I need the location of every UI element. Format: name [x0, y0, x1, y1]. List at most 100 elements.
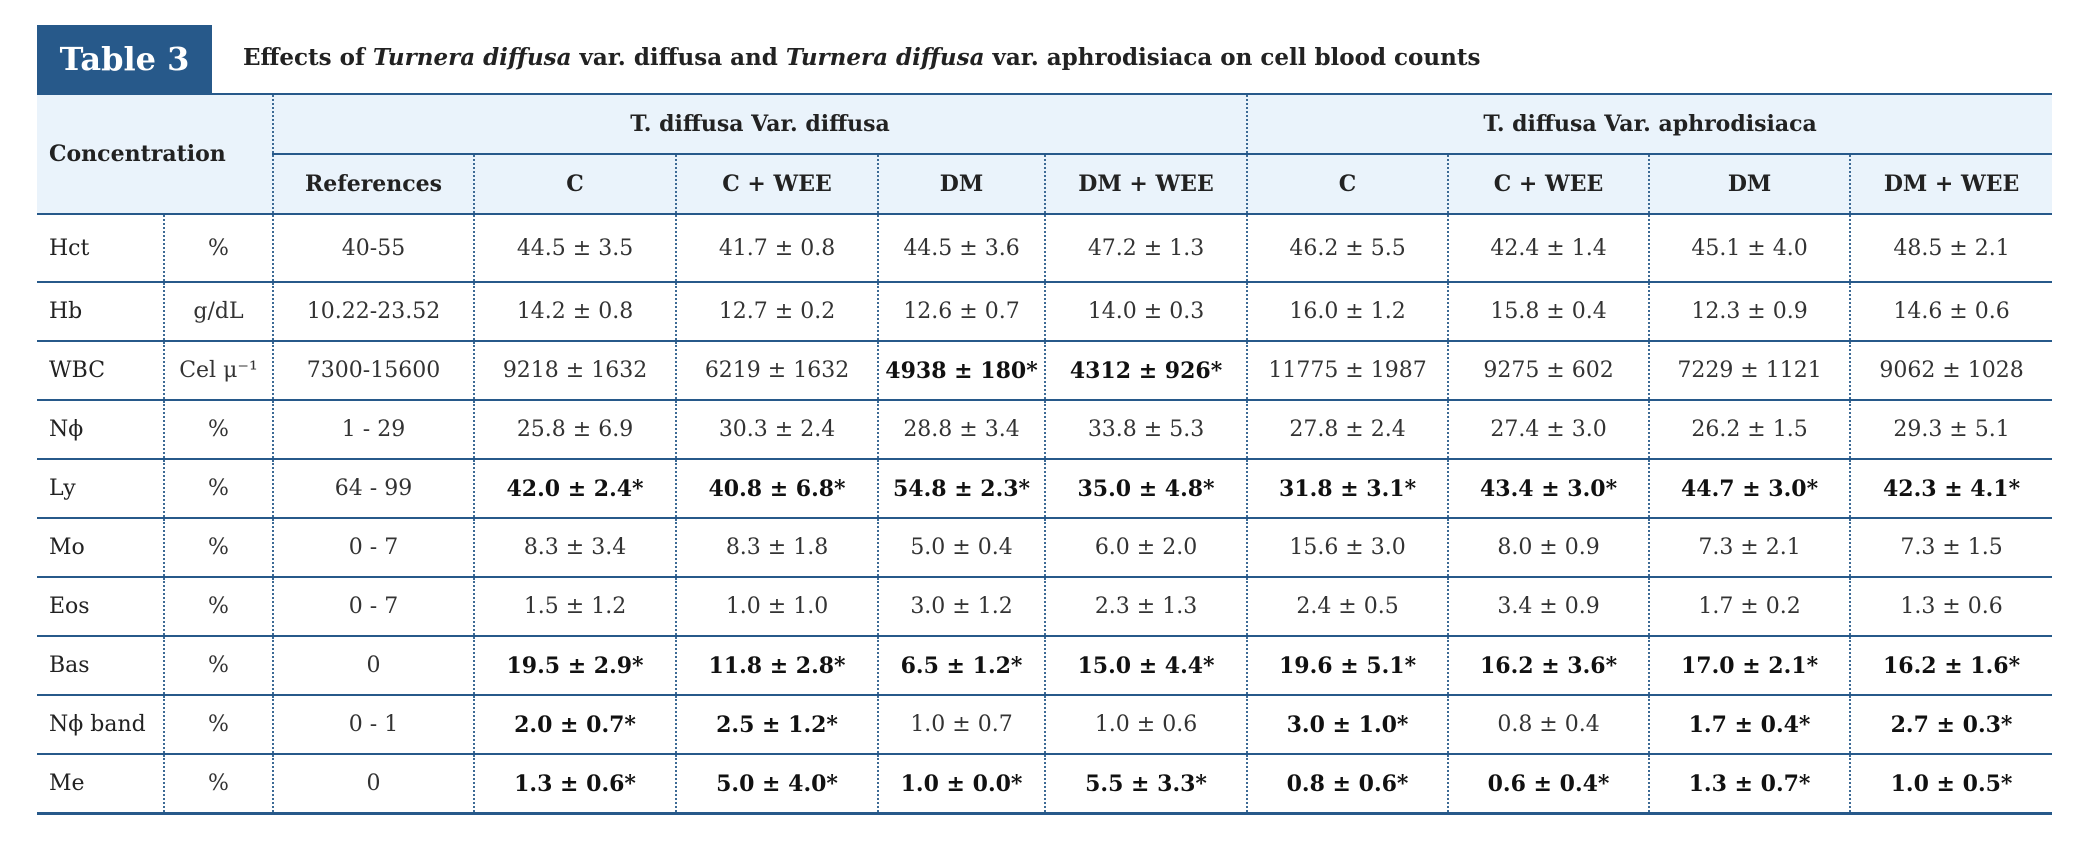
value-cell: 46.2 ± 5.5: [1246, 213, 1450, 283]
caption-species: Turnera diffusa: [372, 44, 572, 71]
value-cell: 19.6 ± 5.1*: [1246, 635, 1450, 696]
value-cell: 42.0 ± 2.4*: [473, 458, 678, 519]
reference-cell: 10.22-23.52: [272, 281, 476, 342]
value-cell: 19.5 ± 2.9*: [473, 635, 678, 696]
row-label: Me: [37, 753, 165, 815]
caption-text: var. diffusa and: [571, 44, 786, 71]
row-label: Nϕ: [37, 399, 165, 460]
value-cell: 41.7 ± 0.8: [675, 213, 880, 283]
reference-cell: 0 - 1: [272, 694, 476, 755]
value-cell: 12.7 ± 0.2: [675, 281, 880, 342]
value-cell: 1.0 ± 0.0*: [877, 753, 1047, 815]
value-cell: 1.3 ± 0.7*: [1648, 753, 1852, 815]
row-label: Nϕ band: [37, 694, 165, 755]
unit-cell: %: [162, 399, 275, 460]
value-cell: 17.0 ± 2.1*: [1648, 635, 1852, 696]
group-header: T. diffusa Var. aphrodisiaca: [1246, 93, 2053, 155]
value-cell: 7229 ± 1121: [1648, 340, 1852, 401]
value-cell: 2.4 ± 0.5: [1246, 576, 1450, 637]
column-header: DM: [877, 153, 1047, 215]
value-cell: 8.0 ± 0.9: [1447, 517, 1651, 578]
value-cell: 9062 ± 1028: [1849, 340, 2053, 401]
group-header: T. diffusa Var. diffusa: [272, 93, 1249, 155]
column-row: References C C + WEE DM DM + WEE C C + WEE DM DM…: [37, 153, 2053, 215]
value-cell: 11775 ± 1987: [1246, 340, 1450, 401]
unit-cell: %: [162, 213, 275, 283]
column-header: C + WEE: [675, 153, 880, 215]
value-cell: 44.5 ± 3.6: [877, 213, 1047, 283]
value-cell: 3.0 ± 1.0*: [1246, 694, 1450, 755]
value-cell: 16.2 ± 3.6*: [1447, 635, 1651, 696]
reference-cell: 7300-15600: [272, 340, 476, 401]
value-cell: 5.5 ± 3.3*: [1044, 753, 1249, 815]
value-cell: 42.4 ± 1.4: [1447, 213, 1651, 283]
value-cell: 30.3 ± 2.4: [675, 399, 880, 460]
value-cell: 48.5 ± 2.1: [1849, 213, 2053, 283]
group-row: Concentration T. diffusa Var. diffusa T.…: [37, 93, 2053, 215]
value-cell: 3.0 ± 1.2: [877, 576, 1047, 637]
value-cell: 11.8 ± 2.8*: [675, 635, 880, 696]
value-cell: 0.8 ± 0.6*: [1246, 753, 1450, 815]
row-label: Hb: [37, 281, 165, 342]
data-table: Concentration T. diffusa Var. diffusa T.…: [37, 93, 2053, 815]
value-cell: 9275 ± 602: [1447, 340, 1651, 401]
value-cell: 9218 ± 1632: [473, 340, 678, 401]
value-cell: 5.0 ± 4.0*: [675, 753, 880, 815]
unit-cell: %: [162, 458, 275, 519]
unit-cell: %: [162, 753, 275, 815]
value-cell: 2.5 ± 1.2*: [675, 694, 880, 755]
table-header: Concentration T. diffusa Var. diffusa T.…: [37, 93, 2053, 215]
value-cell: 0.8 ± 0.4: [1447, 694, 1651, 755]
value-cell: 33.8 ± 5.3: [1044, 399, 1249, 460]
unit-cell: g/dL: [162, 281, 275, 342]
value-cell: 42.3 ± 4.1*: [1849, 458, 2053, 519]
value-cell: 7.3 ± 1.5: [1849, 517, 2053, 578]
value-cell: 6.0 ± 2.0: [1044, 517, 1249, 578]
table-row: Mo% 0 - 7 8.3 ± 3.4 8.3 ± 1.8 5.0 ± 0.4 6.0 ±…: [37, 517, 2053, 578]
value-cell: 40.8 ± 6.8*: [675, 458, 880, 519]
table-row: Ly% 64 - 99 42.0 ± 2.4* 40.8 ± 6.8* 54.8 ± 2…: [37, 458, 2053, 519]
value-cell: 1.5 ± 1.2: [473, 576, 678, 637]
value-cell: 31.8 ± 3.1*: [1246, 458, 1450, 519]
unit-cell: %: [162, 576, 275, 637]
value-cell: 43.4 ± 3.0*: [1447, 458, 1651, 519]
column-header: DM + WEE: [1849, 153, 2053, 215]
value-cell: 25.8 ± 6.9: [473, 399, 678, 460]
value-cell: 26.2 ± 1.5: [1648, 399, 1852, 460]
value-cell: 16.2 ± 1.6*: [1849, 635, 2053, 696]
reference-cell: 0 - 7: [272, 517, 476, 578]
caption-text: var. aphrodisiaca on cell blood counts: [984, 44, 1481, 71]
value-cell: 4938 ± 180*: [877, 340, 1047, 401]
reference-cell: 0: [272, 753, 476, 815]
value-cell: 27.4 ± 3.0: [1447, 399, 1651, 460]
value-cell: 35.0 ± 4.8*: [1044, 458, 1249, 519]
reference-cell: 1 - 29: [272, 399, 476, 460]
value-cell: 47.2 ± 1.3: [1044, 213, 1249, 283]
value-cell: 14.6 ± 0.6: [1849, 281, 2053, 342]
value-cell: 14.2 ± 0.8: [473, 281, 678, 342]
value-cell: 6.5 ± 1.2*: [877, 635, 1047, 696]
table-row: Nϕ% 1 - 29 25.8 ± 6.9 30.3 ± 2.4 28.8 ± 3.4 3…: [37, 399, 2053, 460]
concentration-header: Concentration: [37, 93, 275, 215]
value-cell: 2.0 ± 0.7*: [473, 694, 678, 755]
table-row: Hct% 40-55 44.5 ± 3.5 41.7 ± 0.8 44.5 ± 3.6 4…: [37, 213, 2053, 283]
value-cell: 6219 ± 1632: [675, 340, 880, 401]
table-row: Me% 0 1.3 ± 0.6* 5.0 ± 4.0* 1.0 ± 0.0* 5.5 ± …: [37, 753, 2053, 815]
column-header: C: [473, 153, 678, 215]
value-cell: 1.3 ± 0.6*: [473, 753, 678, 815]
value-cell: 2.7 ± 0.3*: [1849, 694, 2053, 755]
value-cell: 1.0 ± 0.6: [1044, 694, 1249, 755]
value-cell: 1.0 ± 1.0: [675, 576, 880, 637]
value-cell: 16.0 ± 1.2: [1246, 281, 1450, 342]
column-header: C: [1246, 153, 1450, 215]
row-label: Bas: [37, 635, 165, 696]
value-cell: 1.3 ± 0.6: [1849, 576, 2053, 637]
table-label: Table 3: [37, 25, 212, 93]
value-cell: 3.4 ± 0.9: [1447, 576, 1651, 637]
value-cell: 12.6 ± 0.7: [877, 281, 1047, 342]
row-label: Hct: [37, 213, 165, 283]
value-cell: 14.0 ± 0.3: [1044, 281, 1249, 342]
row-label: Eos: [37, 576, 165, 637]
column-header: DM + WEE: [1044, 153, 1249, 215]
